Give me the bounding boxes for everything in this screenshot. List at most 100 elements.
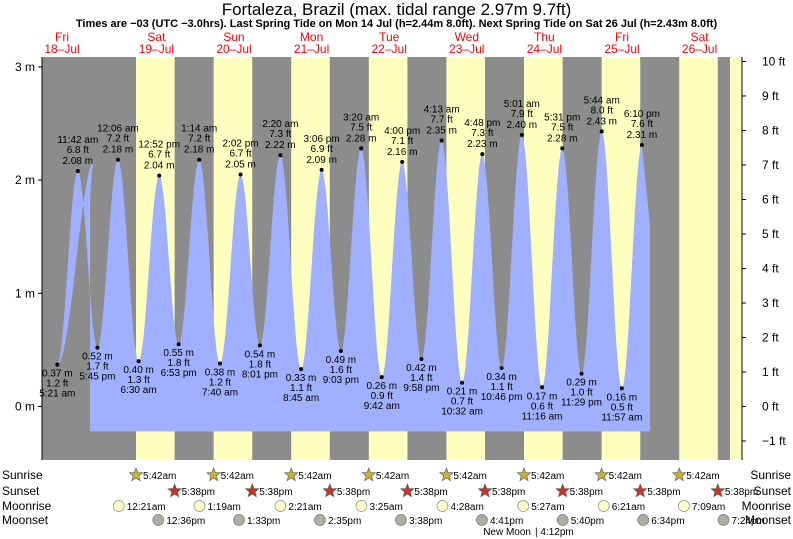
daylight-band	[730, 57, 742, 460]
day-date: 19–Jul	[139, 42, 174, 56]
moonset-time: 4:41pm	[490, 516, 523, 527]
right-tick-label: 2 ft	[762, 330, 779, 344]
tide-height-ft: 1.7 ft	[86, 362, 108, 373]
sunrise-time: 5:42am	[376, 471, 409, 482]
moonset-time: 3:38pm	[409, 516, 442, 527]
moonset-icon	[476, 514, 488, 526]
tide-height-ft: 7.1 ft	[391, 136, 413, 147]
moonrise-icon	[678, 500, 690, 512]
row-label-right: Moonset	[745, 513, 792, 527]
moonset-icon	[314, 514, 326, 526]
moonrise-time: 2:21am	[288, 502, 321, 513]
right-tick-label: 8 ft	[762, 123, 779, 137]
moon-phase-time: | 4:12pm	[535, 527, 574, 538]
tide-time: 12:06 am	[97, 124, 139, 135]
right-tick-label: 0 ft	[762, 400, 779, 414]
moonset-icon	[152, 514, 165, 526]
sunset-time: 5:38pm	[492, 487, 525, 498]
tide-point	[379, 375, 384, 380]
sunrise-icon	[671, 467, 687, 482]
moonrise-time: 3:25am	[369, 502, 402, 513]
day-date: 21–Jul	[294, 42, 329, 56]
sunset-icon	[477, 483, 493, 498]
sunrise-icon	[206, 467, 222, 482]
tide-height-ft: 7.5 ft	[350, 122, 372, 133]
tide-height-m: 2.23 m	[467, 139, 498, 150]
sunset-icon	[632, 483, 648, 498]
tide-point	[338, 349, 343, 354]
left-tick-label: 0 m	[15, 400, 35, 414]
day-date: 18–Jul	[44, 42, 79, 56]
tide-height-ft: 1.8 ft	[249, 359, 271, 370]
day-name: Wed	[455, 30, 479, 44]
tide-height-ft: 6.7 ft	[148, 150, 170, 161]
right-tick-label: 10 ft	[762, 54, 786, 68]
tide-time: 2:02 pm	[223, 138, 259, 149]
moonset-time: 1:33pm	[247, 516, 280, 527]
tide-height-ft: 7.3 ft	[471, 128, 493, 139]
tide-time: 11:16 am	[522, 411, 563, 422]
tide-time: 5:01 am	[504, 99, 540, 110]
moonset-icon	[233, 514, 245, 526]
moonrise-time: 7:09am	[692, 502, 725, 513]
sunset-icon	[167, 483, 183, 498]
tide-height-m: 2.16 m	[387, 147, 418, 158]
tide-height-ft: 1.1 ft	[290, 383, 312, 394]
moonrise-time: 4:28am	[450, 502, 483, 513]
sunset-icon	[710, 483, 726, 498]
tide-time: 7:40 am	[202, 387, 238, 398]
tide-point	[579, 371, 584, 376]
tide-point	[238, 172, 243, 177]
tide-time: 9:42 am	[364, 401, 400, 412]
tide-time: 4:13 am	[424, 104, 460, 115]
moonrise-icon	[112, 500, 125, 512]
tide-time: 5:44 am	[584, 95, 620, 106]
tide-time: 11:29 pm	[561, 398, 602, 409]
sunset-icon	[322, 483, 338, 498]
day-name: Sun	[223, 30, 244, 44]
tide-point	[460, 380, 465, 385]
left-tick-label: 3 m	[15, 60, 35, 74]
sunset-time: 5:38pm	[414, 487, 447, 498]
moonrise-icon	[274, 500, 287, 512]
chart-subtitle: Times are −03 (UTC −3.0hrs). Last Spring…	[75, 18, 718, 30]
tide-point	[197, 157, 202, 162]
day-labels: Fri18–JulSat19–JulSun20–JulMon21–JulTue2…	[44, 30, 717, 56]
tide-time: 8:45 am	[283, 393, 319, 404]
tide-time: 6:30 am	[121, 385, 157, 396]
sunrise-icon	[283, 467, 299, 482]
tide-height-ft: 1.8 ft	[168, 358, 190, 369]
sunset-time: 5:38pm	[570, 487, 603, 498]
tide-time: 5:45 pm	[79, 372, 115, 383]
tide-point	[519, 132, 524, 137]
tide-height-ft: 8.0 ft	[591, 105, 613, 116]
row-label-right: Sunset	[754, 484, 792, 498]
tide-height-m: 0.21 m	[447, 387, 478, 398]
sunset-time: 5:38pm	[337, 487, 370, 498]
tide-height-ft: 7.2 ft	[188, 134, 210, 145]
tide-height-m: 2.18 m	[184, 145, 215, 156]
sunset-icon	[399, 483, 415, 498]
tide-height-m: 2.31 m	[627, 130, 658, 141]
tide-point	[55, 362, 60, 367]
sunrise-icon	[361, 467, 377, 482]
sunrise-icon	[438, 467, 454, 482]
moon-phase-label: New Moon	[483, 527, 531, 538]
tide-point	[157, 173, 162, 178]
tide-point	[299, 367, 304, 372]
tide-height-ft: 1.2 ft	[209, 377, 231, 388]
day-name: Sat	[147, 30, 166, 44]
moonset-time: 2:35pm	[328, 516, 361, 527]
tide-height-m: 2.09 m	[306, 155, 337, 166]
tide-height-ft: 0.9 ft	[371, 391, 393, 402]
tide-point	[217, 361, 222, 366]
tide-point	[136, 359, 141, 364]
moonrise-time: 6:21am	[612, 502, 645, 513]
moonrise-icon	[193, 500, 206, 512]
sunset-time: 5:38pm	[647, 487, 680, 498]
right-tick-label: 5 ft	[762, 227, 779, 241]
day-date: 26–Jul	[682, 42, 717, 56]
tide-time: 5:21 am	[39, 389, 75, 400]
tide-point	[439, 138, 444, 143]
tide-point	[480, 152, 485, 157]
